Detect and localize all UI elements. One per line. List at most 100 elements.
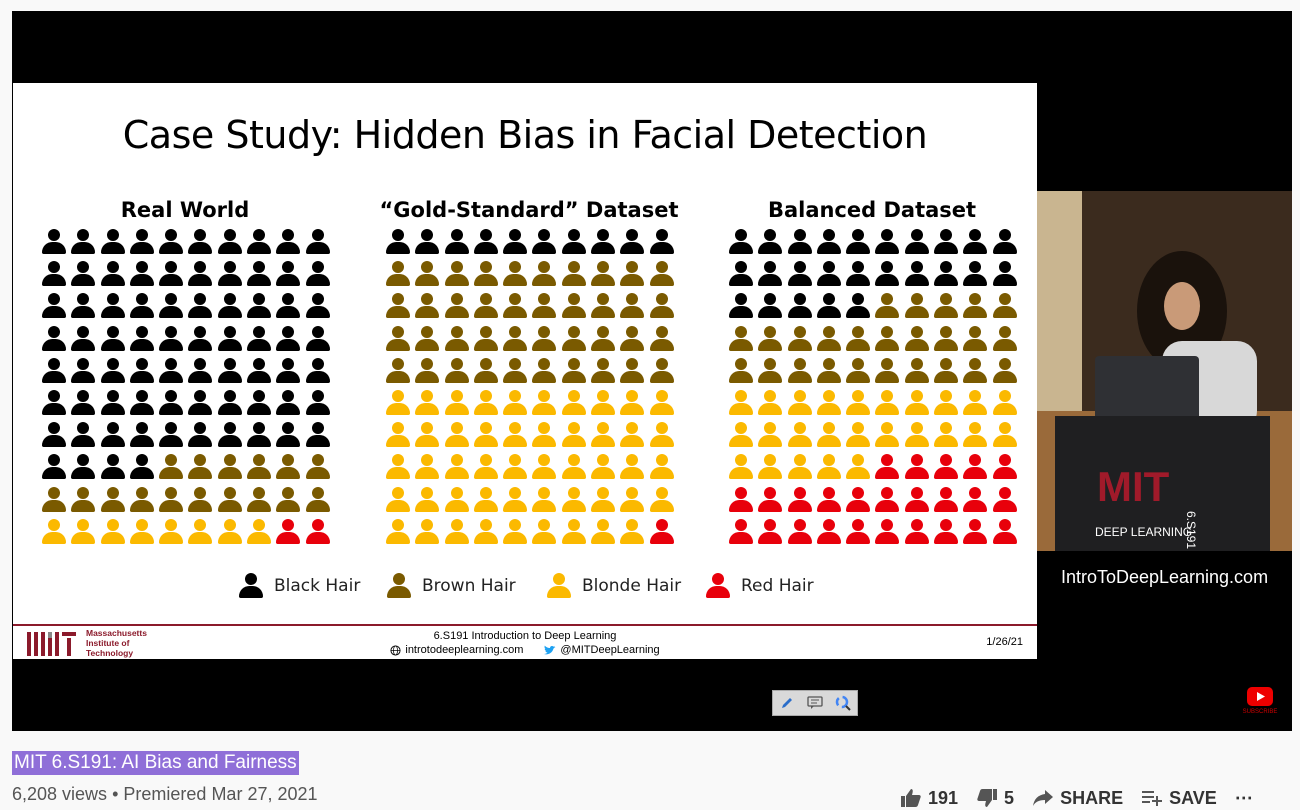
person-icon-black (246, 227, 272, 257)
person-icon-blonde (531, 452, 557, 482)
person-icon-black (246, 291, 272, 321)
meta-separator: • (112, 784, 119, 804)
person-icon-brown (305, 452, 331, 482)
person-icon-blonde (561, 388, 587, 418)
person-icon-brown (473, 324, 499, 354)
person-icon-blonde (816, 420, 842, 450)
person-icon-black (217, 227, 243, 257)
person-icon-brown (385, 291, 411, 321)
person-icon-black (904, 259, 930, 289)
person-icon-black (70, 291, 96, 321)
person-icon-blonde (473, 452, 499, 482)
person-icon-brown (502, 324, 528, 354)
person-icon-black (816, 259, 842, 289)
person-icon-blonde (444, 388, 470, 418)
person-icon-red (933, 452, 959, 482)
panel-gold-standard: “Gold-Standard” Dataset (379, 195, 679, 549)
person-icon-brown (473, 259, 499, 289)
legend-label: Red Hair (741, 576, 814, 596)
person-icon-black (275, 420, 301, 450)
person-icon-brown (561, 324, 587, 354)
person-icon-blonde (561, 485, 587, 515)
person-icon-blonde (619, 485, 645, 515)
person-icon-brown (275, 452, 301, 482)
person-icon (386, 571, 412, 601)
person-icon-black (217, 291, 243, 321)
person-icon-blonde (619, 517, 645, 547)
person-icon-brown (649, 259, 675, 289)
person-icon-brown (414, 259, 440, 289)
person-icon-black (275, 388, 301, 418)
like-count: 191 (928, 787, 959, 808)
person-icon-black (305, 291, 331, 321)
video-title[interactable]: MIT 6.S191: AI Bias and Fairness (12, 751, 299, 775)
person-icon-red (845, 517, 871, 547)
person-icon-blonde (502, 388, 528, 418)
dislike-button[interactable]: 5 (976, 788, 1014, 809)
person-icon-brown (845, 324, 871, 354)
person-icon-black (845, 227, 871, 257)
person-icon-black (933, 227, 959, 257)
person-icon-brown (649, 291, 675, 321)
person-icon-black (962, 227, 988, 257)
person-icon-black (246, 420, 272, 450)
person-icon-black (217, 420, 243, 450)
google-icon[interactable] (832, 694, 854, 712)
like-button[interactable]: 191 (900, 788, 958, 809)
person-icon-blonde (531, 420, 557, 450)
person-icon-red (874, 452, 900, 482)
overlay-url: IntroToDeepLearning.com (1060, 567, 1269, 587)
person-icon-brown (158, 485, 184, 515)
person-icon-red (787, 517, 813, 547)
person-icon-black (757, 291, 783, 321)
person-icon-blonde (217, 517, 243, 547)
globe-icon (390, 644, 401, 656)
person-icon-brown (962, 356, 988, 386)
person-icon-brown (70, 485, 96, 515)
more-icon[interactable]: ⋯ (1235, 788, 1253, 809)
person-icon-black (590, 227, 616, 257)
legend-item-brown: Brown Hair (386, 571, 516, 601)
person-icon-blonde (590, 420, 616, 450)
person-icon-red (992, 517, 1018, 547)
legend-label: Brown Hair (422, 576, 516, 596)
person-icon-brown (414, 356, 440, 386)
share-button[interactable]: SHARE (1032, 788, 1123, 809)
person-icon-black (531, 227, 557, 257)
person-icon-blonde (757, 452, 783, 482)
person-icon-brown (992, 291, 1018, 321)
person-icon-black (158, 259, 184, 289)
person-icon-blonde (904, 420, 930, 450)
person-icon (546, 571, 572, 601)
person-icon-black (41, 452, 67, 482)
people-grid (385, 227, 679, 549)
person-icon-red (904, 452, 930, 482)
person-icon-red (904, 485, 930, 515)
person-icon-black (100, 420, 126, 450)
person-icon-red (816, 485, 842, 515)
person-icon-brown (100, 485, 126, 515)
person-icon-blonde (502, 517, 528, 547)
person-icon-black (305, 420, 331, 450)
person-icon-red (728, 485, 754, 515)
person-icon-brown (619, 324, 645, 354)
person-icon-black (385, 227, 411, 257)
person-icon-blonde (385, 452, 411, 482)
person-icon-red (962, 517, 988, 547)
mit-logo (27, 632, 76, 656)
video-player[interactable]: Case Study: Hidden Bias in Facial Detect… (12, 11, 1292, 731)
subscribe-text: SUBSCRIBE (1242, 709, 1278, 715)
person-icon-brown (502, 356, 528, 386)
person-icon (238, 571, 264, 601)
person-icon-red (757, 485, 783, 515)
youtube-subscribe-badge[interactable]: SUBSCRIBE (1237, 685, 1283, 721)
comment-icon[interactable] (804, 694, 826, 712)
person-icon-blonde (962, 420, 988, 450)
person-icon-brown (874, 324, 900, 354)
person-icon-brown (531, 356, 557, 386)
pencil-icon[interactable] (776, 694, 798, 712)
person-icon-blonde (649, 485, 675, 515)
save-button[interactable]: SAVE (1141, 788, 1217, 809)
person-icon-black (845, 291, 871, 321)
person-icon-blonde (531, 517, 557, 547)
